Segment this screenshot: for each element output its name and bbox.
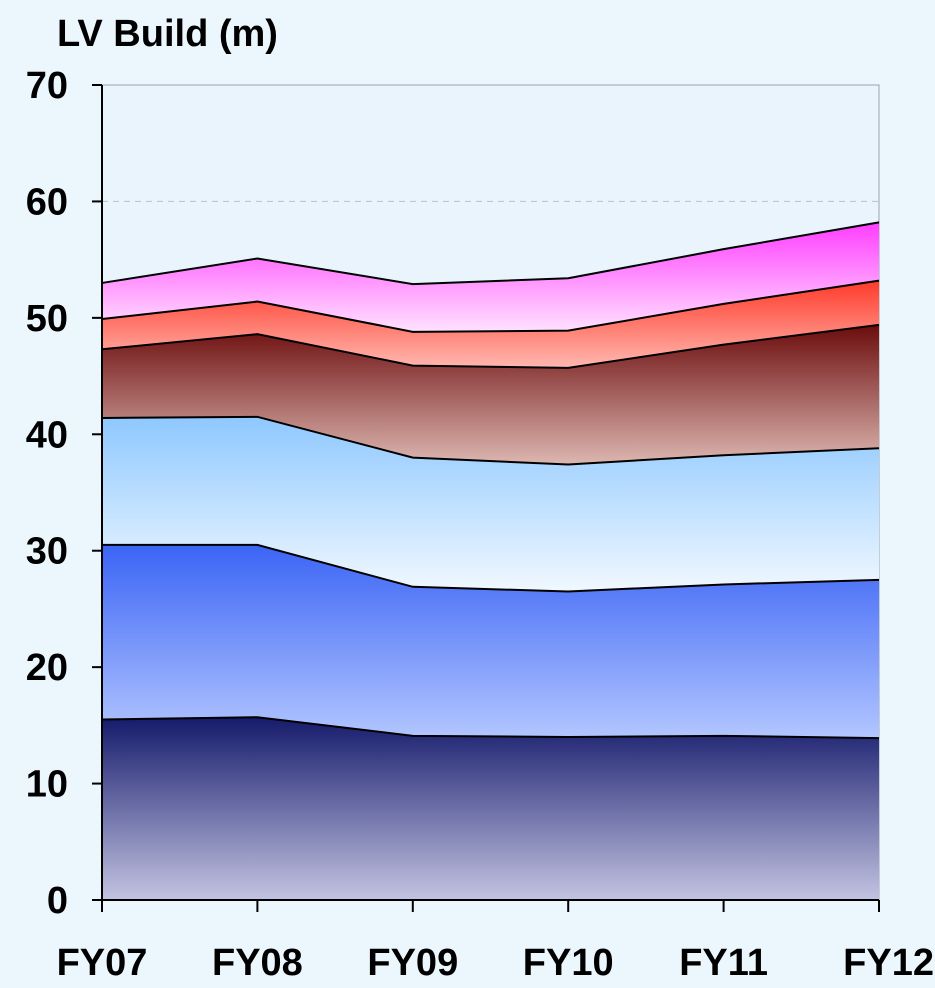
series-line-3 bbox=[101, 415, 880, 466]
y-axis-title: LV Build (m) bbox=[57, 13, 278, 55]
x-tick-label: FY08 bbox=[212, 942, 303, 984]
y-tick-label: 0 bbox=[47, 880, 68, 922]
x-tick-label: FY07 bbox=[57, 942, 148, 984]
series-area-6 bbox=[102, 222, 879, 332]
x-tick-label: FY11 bbox=[679, 942, 768, 984]
y-tick-label: 60 bbox=[26, 181, 68, 223]
y-tick-label: 40 bbox=[26, 414, 68, 456]
y-tick-label: 30 bbox=[26, 531, 68, 573]
y-tick-label: 10 bbox=[26, 764, 68, 806]
series-line-6 bbox=[101, 221, 880, 286]
series-line-2 bbox=[102, 543, 880, 593]
series-line-4 bbox=[101, 323, 880, 369]
series-area-5 bbox=[102, 280, 879, 368]
y-tick-label: 50 bbox=[26, 298, 68, 340]
x-tick-label: FY12 bbox=[843, 942, 934, 984]
series-area-1 bbox=[102, 717, 879, 900]
x-tick-label: FY09 bbox=[367, 942, 458, 984]
series-area-3 bbox=[102, 416, 879, 592]
series-line-5 bbox=[101, 279, 880, 333]
y-tick-label: 20 bbox=[26, 647, 68, 689]
y-tick-label: 70 bbox=[26, 65, 68, 107]
x-tick-label: FY10 bbox=[523, 942, 614, 984]
series-area-2 bbox=[102, 544, 879, 739]
series-line-1 bbox=[101, 716, 880, 740]
series-area-4 bbox=[102, 324, 879, 465]
